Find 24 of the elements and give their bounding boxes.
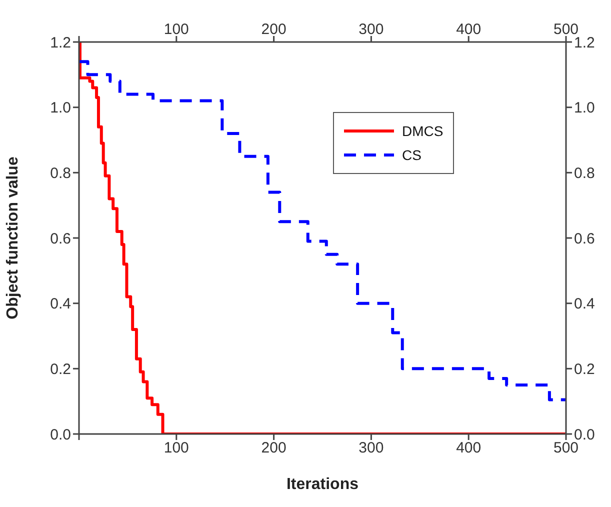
y-axis-title: Object function value <box>4 156 22 320</box>
x2-tick-label: 200 <box>261 440 286 457</box>
y-tick-label: 0.6 <box>50 230 71 248</box>
x2-tick-label: 300 <box>358 440 384 457</box>
x2-tick-label: 400 <box>456 440 482 457</box>
y2-tick-label: 1.0 <box>574 100 595 117</box>
x-axis-title: Iterations <box>286 476 359 493</box>
y2-tick-label: 0.4 <box>574 296 595 313</box>
y-tick-label: 0.4 <box>50 296 71 313</box>
y-tick-label: 0.8 <box>50 164 71 182</box>
y-tick-label: 1.2 <box>50 34 71 52</box>
y-tick-label: 0.0 <box>50 426 71 444</box>
y2-tick-label: 0.6 <box>574 230 595 248</box>
legend-label: CS <box>402 147 422 163</box>
x-tick-label: 200 <box>261 21 286 38</box>
x-tick-label: 100 <box>164 21 189 38</box>
x2-tick-label: 100 <box>164 440 189 457</box>
x-tick-label: 400 <box>456 21 482 38</box>
y-tick-label: 1.0 <box>50 100 71 117</box>
legend-label: DMCS <box>402 123 444 139</box>
x-tick-label: 300 <box>358 21 384 38</box>
y2-tick-label: 0.8 <box>574 164 595 182</box>
y2-tick-label: 0.2 <box>574 360 595 378</box>
y-tick-label: 0.2 <box>50 360 71 378</box>
